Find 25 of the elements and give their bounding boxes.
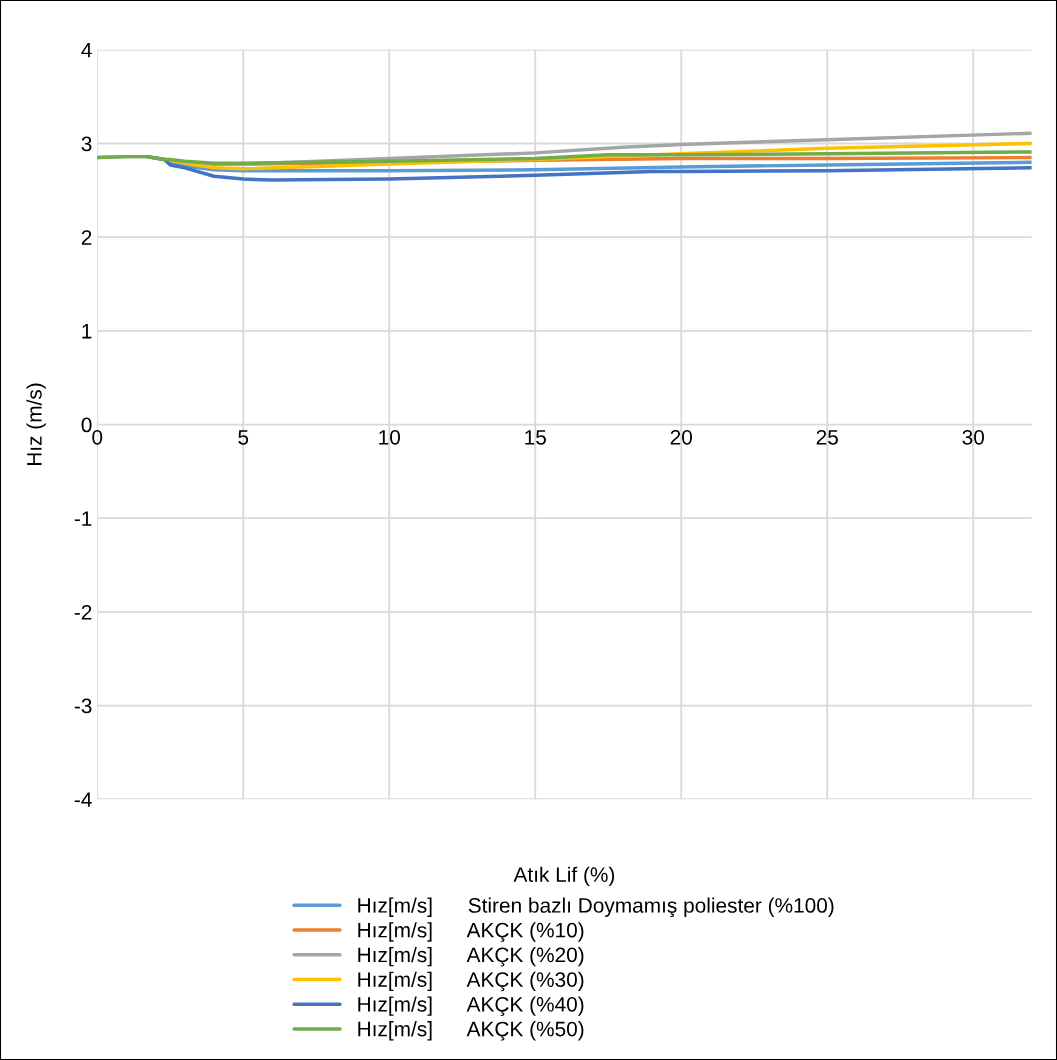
legend-label: Hız[m/s] AKÇK (%40) bbox=[358, 996, 584, 1016]
y-tick-label: 3 bbox=[81, 136, 92, 152]
x-tick-label: 25 bbox=[816, 429, 838, 445]
line-series bbox=[97, 150, 1032, 165]
legend-label: Hız[m/s] AKÇK (%50) bbox=[358, 1021, 584, 1041]
y-tick-label: -4 bbox=[74, 792, 92, 807]
legend-label: Hız[m/s] AKÇK (%10) bbox=[358, 922, 584, 942]
x-tick-label: 30 bbox=[962, 429, 985, 445]
y-tick-label: 1 bbox=[82, 324, 92, 339]
x-tick-label: 20 bbox=[670, 429, 693, 445]
legend-label: Hız[m/s] AKÇK (%20) bbox=[358, 946, 584, 967]
y-tick-label: -3 bbox=[74, 698, 92, 714]
y-tick-label: 2 bbox=[81, 230, 92, 245]
legend-label: Hız[m/s] AKÇK (%30) bbox=[358, 971, 584, 992]
x-tick-label: 15 bbox=[525, 430, 546, 445]
x-tick-label: 10 bbox=[379, 429, 401, 445]
y-tick-label: -2 bbox=[74, 604, 92, 620]
x-tick-label: 0 bbox=[92, 429, 103, 445]
legend-label: Hız[m/s] Stiren bazlı Doymamış poliester (%100) bbox=[358, 897, 834, 918]
x-axis-title: Atık Lif (%) bbox=[513, 866, 615, 887]
x-tick-label: 5 bbox=[238, 430, 249, 445]
y-tick-label: 4 bbox=[81, 43, 92, 58]
y-tick-label: 0 bbox=[81, 417, 92, 433]
y-axis-title: Hız (m/s) bbox=[26, 383, 46, 466]
y-tick-label: -1 bbox=[74, 511, 92, 526]
